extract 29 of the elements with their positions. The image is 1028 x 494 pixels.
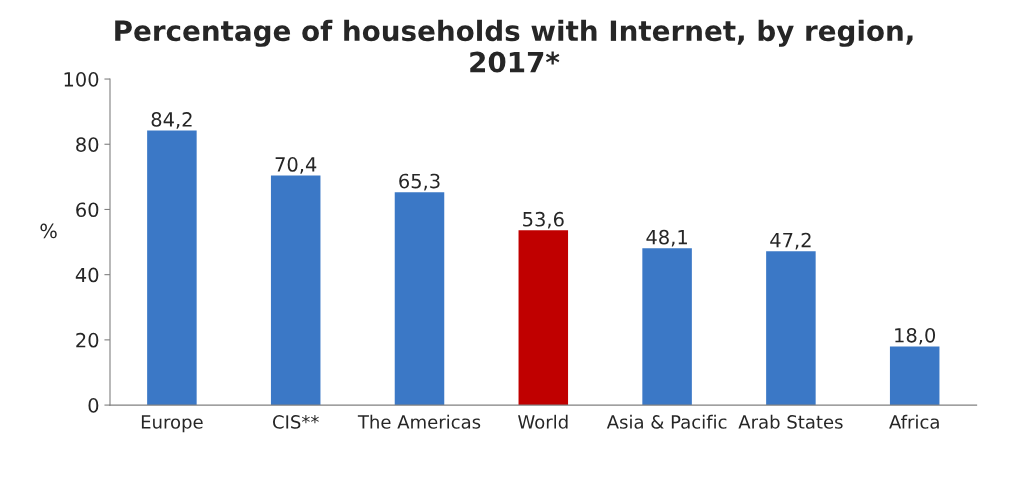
bar bbox=[642, 248, 692, 406]
data-label: 65,3 bbox=[399, 173, 440, 191]
y-tick-label: 60 bbox=[76, 202, 99, 218]
data-label: 70,4 bbox=[275, 157, 317, 174]
x-tick-label: CIS** bbox=[272, 415, 319, 429]
y-tick-label: 0 bbox=[88, 398, 99, 413]
x-tick-label: Africa bbox=[889, 414, 939, 429]
bar bbox=[394, 192, 445, 406]
data-label: 48,1 bbox=[646, 229, 687, 247]
chart-title: Percentage of households with Internet, by region, 2017* bbox=[115, 19, 913, 73]
data-label: 18,0 bbox=[895, 327, 936, 345]
x-tick-label: Arab States bbox=[738, 414, 843, 429]
y-tick-label: 100 bbox=[64, 72, 99, 87]
bar bbox=[518, 230, 569, 406]
data-label: 84,2 bbox=[151, 112, 192, 129]
data-label: 47,2 bbox=[770, 232, 811, 250]
bar bbox=[270, 175, 321, 406]
data-label: 53,6 bbox=[523, 211, 564, 229]
y-tick-label: 80 bbox=[76, 137, 99, 152]
y-axis-title: % bbox=[40, 223, 57, 239]
y-tick-label: 20 bbox=[76, 332, 99, 348]
x-tick-label: The Americas bbox=[357, 414, 481, 429]
x-tick-label: Europe bbox=[141, 415, 203, 433]
x-tick-label: Asia & Pacific bbox=[606, 414, 727, 429]
x-tick-label: World bbox=[518, 414, 568, 429]
bar bbox=[147, 130, 197, 406]
bar bbox=[889, 346, 940, 406]
bar bbox=[766, 251, 816, 406]
y-tick-label: 40 bbox=[75, 267, 99, 283]
